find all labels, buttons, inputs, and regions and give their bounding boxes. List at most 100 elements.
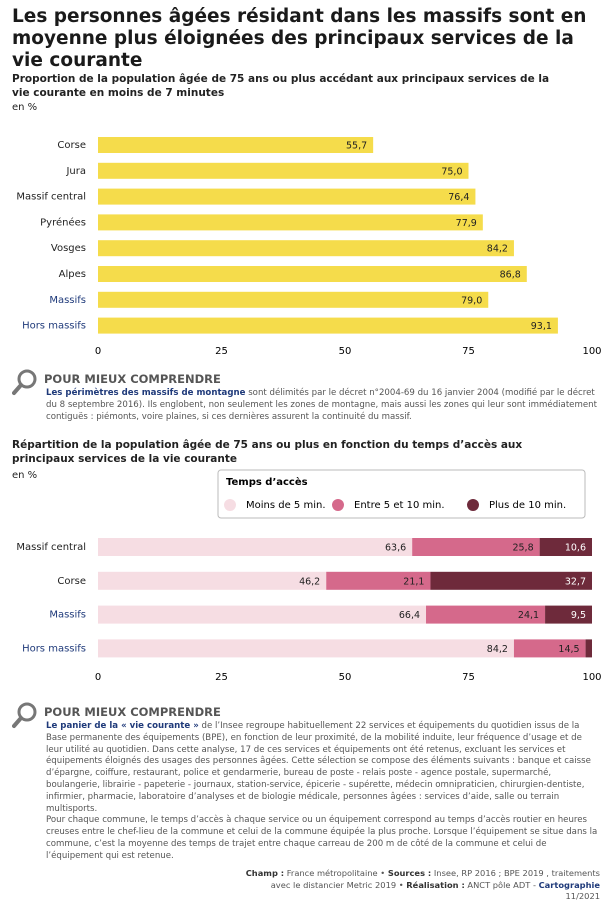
info-heading: POUR MIEUX COMPRENDRE	[44, 372, 221, 386]
value-label: 21,1	[403, 576, 424, 587]
footer-text: 11/2021	[565, 891, 600, 901]
bar-segment	[585, 639, 592, 658]
value-label: 79,0	[461, 295, 482, 306]
value-label: 9,5	[571, 610, 586, 621]
footer-item: Réalisation : ANCT pôle ADT -	[406, 880, 536, 890]
info-lead: Le panier de la « vie courante »	[46, 721, 199, 731]
bar-segment	[545, 605, 592, 624]
bar-segment	[426, 605, 546, 624]
legend-label: Entre 5 et 10 min.	[354, 500, 445, 511]
value-label: 10,6	[565, 543, 586, 554]
bar	[98, 266, 527, 282]
chart-title: Proportion de la population âgée de 75 a…	[12, 73, 550, 99]
x-tick-label: 75	[462, 346, 475, 357]
main-title: Les personnes âgées résidant dans les ma…	[12, 6, 587, 71]
value-label: 46,2	[299, 576, 320, 587]
info-text: Les périmètres des massifs de montagne s…	[46, 388, 598, 423]
y-tick-label: Corse	[57, 576, 86, 587]
y-tick-label: Corse	[57, 140, 86, 151]
value-label: 24,1	[518, 610, 539, 621]
legend-box	[217, 469, 586, 519]
footer: Champ : France métropolitaine • Sources …	[240, 868, 600, 903]
value-label: 86,8	[500, 270, 521, 281]
info-text: de l’Insee regroupe habituellement 22 se…	[46, 721, 591, 814]
bar-segment	[98, 639, 514, 658]
value-label: 75,0	[441, 166, 462, 177]
bar	[98, 240, 514, 257]
value-label: 93,1	[531, 321, 552, 332]
footer-text: France métropolitaine •	[286, 868, 386, 878]
bar-segment	[412, 538, 540, 556]
y-tick-label: Hors massifs	[22, 321, 86, 332]
x-tick-label: 50	[339, 346, 352, 357]
y-tick-label: Massifs	[49, 610, 86, 621]
unit-label: en %	[12, 102, 38, 113]
bar	[98, 214, 483, 231]
x-tick-label: 0	[95, 346, 101, 357]
legend-swatch	[467, 499, 479, 511]
x-tick-label: 25	[215, 346, 228, 357]
value-label: 25,8	[512, 543, 533, 554]
y-tick-label: Vosges	[51, 243, 86, 254]
footer-text: ANCT pôle ADT -	[467, 879, 536, 890]
value-label: 84,2	[487, 244, 508, 255]
value-label: 66,4	[399, 610, 420, 621]
value-label: 63,6	[385, 543, 406, 554]
value-label: 84,2	[487, 644, 508, 655]
bar-segment	[539, 538, 592, 556]
value-label: 76,4	[448, 192, 469, 203]
footer-label: Réalisation :	[406, 879, 465, 890]
bar-segment	[98, 538, 413, 556]
legend-label: Moins de 5 min.	[246, 500, 326, 511]
info-lead: Les périmètres des massifs de montagne	[46, 388, 246, 398]
bar-segment	[513, 639, 586, 658]
y-tick-label: Jura	[65, 166, 86, 177]
magnifier-icon	[12, 702, 37, 728]
bar-segment	[98, 571, 327, 590]
bar-segment	[430, 571, 592, 590]
info-paragraph: Les périmètres des massifs de montagne s…	[46, 388, 598, 423]
y-tick-label: Massif central	[16, 192, 86, 203]
y-tick-label: Alpes	[59, 269, 86, 280]
value-label: 77,9	[456, 218, 477, 229]
x-tick-label: 75	[462, 672, 475, 683]
magnifier-icon	[12, 369, 37, 395]
x-tick-label: 50	[339, 672, 352, 683]
y-tick-label: Pyrénées	[40, 216, 86, 228]
value-label: 14,5	[558, 644, 579, 655]
footer-label: Champ :	[245, 868, 285, 878]
info-text: Pour chaque commune, le temps d’accès à …	[46, 815, 598, 861]
x-tick-label: 0	[95, 672, 101, 683]
info-heading: POUR MIEUX COMPRENDRE	[44, 705, 221, 719]
x-tick-label: 100	[582, 346, 601, 357]
y-tick-label: Massifs	[49, 295, 86, 306]
footer-item: Sources : Insee, RP 2016 ; BPE 2019 , tr…	[271, 868, 600, 890]
bar-segment	[98, 605, 427, 624]
footer-label: Cartographie	[538, 879, 600, 890]
bar	[98, 188, 476, 205]
legend-label: Plus de 10 min.	[489, 500, 566, 511]
value-label: 32,7	[565, 576, 586, 587]
bar-segment	[326, 571, 431, 590]
chart-title: Répartition de la population âgée de 75 …	[12, 439, 523, 465]
y-tick-label: Massif central	[16, 542, 86, 553]
bar	[98, 317, 558, 334]
footer-label: Sources :	[387, 868, 432, 878]
bar	[98, 137, 374, 153]
bar	[98, 291, 489, 308]
info-paragraph: Le panier de la « vie courante » de l’In…	[46, 721, 598, 815]
legend-title: Temps d’accès	[226, 476, 308, 488]
info-text: sont délimités par le décret n°2004-69 d…	[46, 388, 597, 422]
unit-label: en %	[12, 470, 38, 481]
x-tick-label: 100	[582, 672, 601, 683]
bar	[98, 162, 469, 179]
footer-text: Insee, RP 2016 ; BPE 2019 , traitements …	[270, 868, 600, 890]
footer-item: Champ : France métropolitaine •	[246, 868, 386, 878]
value-label: 55,7	[346, 141, 367, 152]
info-paragraph: Pour chaque commune, le temps d’accès à …	[46, 815, 598, 862]
legend-swatch	[332, 499, 344, 511]
y-tick-label: Hors massifs	[22, 643, 86, 654]
x-tick-label: 25	[215, 672, 228, 683]
info-text: Le panier de la « vie courante » de l’In…	[46, 721, 598, 863]
